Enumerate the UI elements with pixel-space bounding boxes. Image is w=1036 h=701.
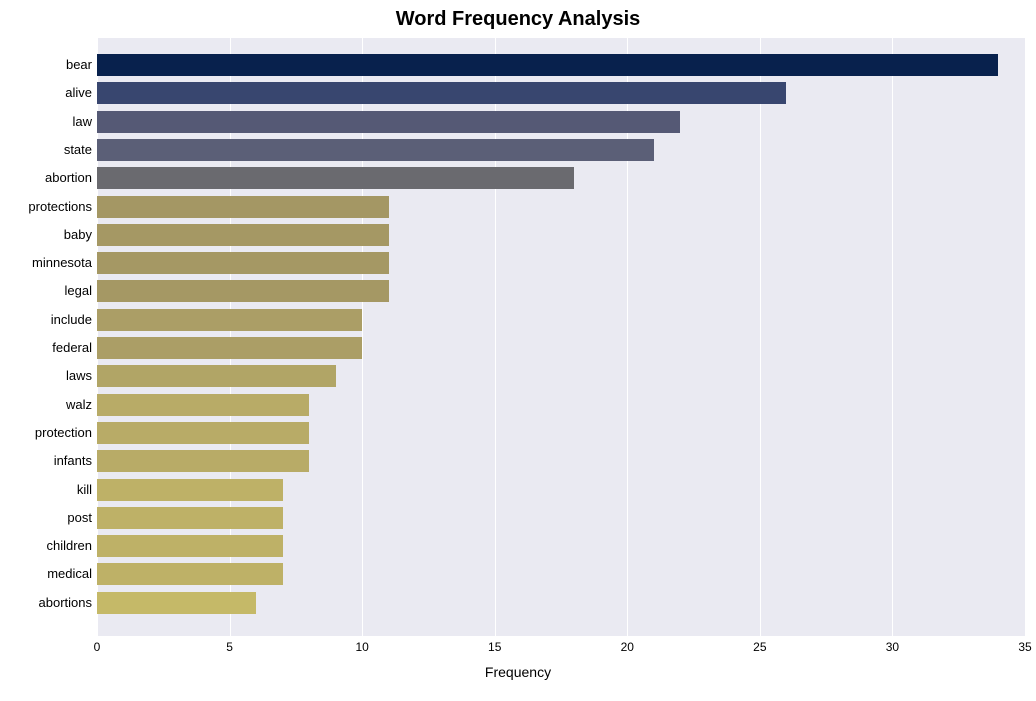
- chart-title: Word Frequency Analysis: [0, 8, 1036, 31]
- bar: [97, 224, 389, 246]
- bar: [97, 563, 283, 585]
- bar: [97, 252, 389, 274]
- x-tick-label: 5: [226, 640, 233, 654]
- gridline: [760, 38, 761, 636]
- y-tick-label: legal: [2, 280, 92, 302]
- bar: [97, 535, 283, 557]
- plot-area: [97, 38, 1025, 636]
- y-tick-label: medical: [2, 563, 92, 585]
- bar: [97, 167, 574, 189]
- x-tick-label: 35: [1018, 640, 1031, 654]
- bar: [97, 309, 362, 331]
- bar: [97, 54, 998, 76]
- bar: [97, 422, 309, 444]
- y-tick-label: abortion: [2, 167, 92, 189]
- x-tick-label: 25: [753, 640, 766, 654]
- x-tick-label: 30: [886, 640, 899, 654]
- word-frequency-chart: Word Frequency Analysis Frequency bear al…: [0, 0, 1036, 701]
- y-tick-label: abortions: [2, 592, 92, 614]
- y-tick-label: state: [2, 139, 92, 161]
- bar: [97, 450, 309, 472]
- bar: [97, 280, 389, 302]
- x-tick-label: 0: [94, 640, 101, 654]
- bar: [97, 479, 283, 501]
- bar: [97, 139, 654, 161]
- x-tick-label: 20: [621, 640, 634, 654]
- y-tick-label: alive: [2, 82, 92, 104]
- bar: [97, 111, 680, 133]
- y-tick-label: federal: [2, 337, 92, 359]
- y-tick-label: bear: [2, 54, 92, 76]
- bar: [97, 82, 786, 104]
- y-tick-label: infants: [2, 450, 92, 472]
- y-tick-label: protections: [2, 196, 92, 218]
- bar: [97, 592, 256, 614]
- y-tick-label: children: [2, 535, 92, 557]
- gridline: [892, 38, 893, 636]
- y-tick-label: law: [2, 111, 92, 133]
- x-tick-label: 15: [488, 640, 501, 654]
- y-tick-label: kill: [2, 479, 92, 501]
- bar: [97, 507, 283, 529]
- y-tick-label: walz: [2, 394, 92, 416]
- y-tick-label: baby: [2, 224, 92, 246]
- bar: [97, 394, 309, 416]
- y-tick-label: include: [2, 309, 92, 331]
- x-tick-label: 10: [355, 640, 368, 654]
- gridline: [1025, 38, 1026, 636]
- y-tick-label: post: [2, 507, 92, 529]
- bar: [97, 337, 362, 359]
- y-tick-label: laws: [2, 365, 92, 387]
- x-axis-label: Frequency: [0, 664, 1036, 680]
- bar: [97, 365, 336, 387]
- y-tick-label: minnesota: [2, 252, 92, 274]
- y-tick-label: protection: [2, 422, 92, 444]
- bar: [97, 196, 389, 218]
